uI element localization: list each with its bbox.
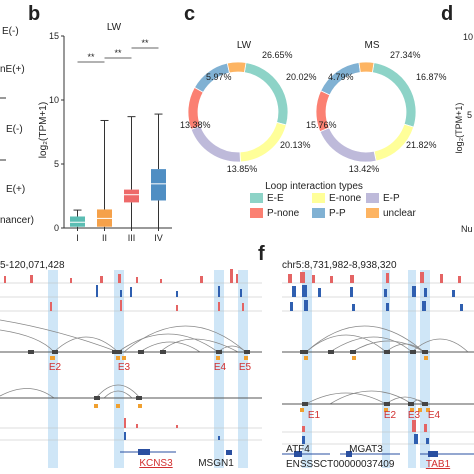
donut-MS: MS 27.34% 16.87% 21.82% 13.42% 15.76% 4.79% bbox=[306, 40, 447, 174]
box-IV bbox=[151, 113, 166, 229]
loop-label-e4: E4 bbox=[214, 362, 227, 373]
panel-d-letter: d bbox=[441, 3, 453, 25]
legend-label: P-P bbox=[329, 208, 346, 219]
donut-slice-E-E bbox=[243, 62, 289, 126]
gene-msgn1: MSGN1 bbox=[198, 458, 234, 469]
panel-a-label-4: E(+) bbox=[6, 184, 25, 195]
b-ytick-label: 5 bbox=[54, 159, 59, 169]
b-xtick-label: III bbox=[128, 233, 136, 243]
donut-title: MS bbox=[365, 40, 380, 51]
box-I bbox=[70, 209, 85, 229]
panel-f-coordinate: chr5:8,731,982-8,938,320 bbox=[282, 260, 397, 271]
b-xtick-label: IV bbox=[154, 233, 163, 243]
panel-b-title: LW bbox=[107, 22, 122, 33]
donut-title: LW bbox=[237, 40, 252, 51]
legend-swatch bbox=[250, 193, 263, 203]
panel-d-tick-5: 5 bbox=[467, 110, 472, 120]
legend-item-E-E: E-E bbox=[250, 193, 284, 204]
panel-a-label-1: E(-) bbox=[2, 26, 19, 37]
legend-item-P-none: P-none bbox=[250, 208, 300, 219]
gene-atf4: ATF4 bbox=[286, 444, 310, 455]
panel-c-letter: c bbox=[184, 3, 195, 25]
donut-slice-label: 13.38% bbox=[180, 120, 211, 130]
panel-f-letter: f bbox=[258, 243, 265, 265]
donut-slice-E-E bbox=[371, 62, 417, 128]
donut-slice-label: 16.87% bbox=[416, 72, 447, 82]
donut-slice-label: 15.76% bbox=[306, 120, 337, 130]
donut-slice-label: 27.34% bbox=[390, 50, 421, 60]
gene-mgat3: MGAT3 bbox=[349, 444, 383, 455]
b-xtick-label: II bbox=[102, 233, 107, 243]
legend-item-P-P: P-P bbox=[312, 208, 346, 219]
legend-label: unclear bbox=[383, 208, 416, 219]
panel-d-text: Nu bbox=[461, 224, 473, 234]
panel-e: 5-120,071,428 bbox=[0, 260, 262, 469]
donut-slice-label: 20.02% bbox=[286, 72, 317, 82]
b-ytick-label: 15 bbox=[49, 31, 59, 41]
sig-label: ** bbox=[114, 48, 122, 58]
legend-item-E-P: E-P bbox=[366, 193, 400, 204]
legend-label: E-E bbox=[267, 193, 284, 204]
box-body bbox=[124, 189, 139, 203]
b-ytick-label: 0 bbox=[54, 223, 59, 233]
legend-swatch bbox=[366, 193, 379, 203]
donut-slice-label: 13.85% bbox=[227, 164, 258, 174]
gene-kcns3: KCNS3 bbox=[139, 458, 173, 469]
legend-swatch bbox=[250, 208, 263, 218]
panel-c: c LW 26.65% 20.02% 20.13% 13.85% 13.38% 5.97% M… bbox=[180, 3, 447, 219]
sig-label: ** bbox=[141, 38, 149, 48]
loop-label-e2: E2 bbox=[49, 362, 62, 373]
gene-tab1: TAB1 bbox=[426, 459, 451, 470]
donut-slice-label: 26.65% bbox=[262, 50, 293, 60]
box-III bbox=[124, 116, 139, 229]
legend-title: Loop interaction types bbox=[265, 181, 363, 192]
donut-slice-E-P bbox=[319, 127, 377, 163]
sig-label: ** bbox=[87, 52, 95, 62]
panel-f: f chr5:8,731,982-8,938,320 bbox=[258, 243, 474, 470]
loop-label-e3: E3 bbox=[118, 362, 131, 373]
panel-a-label-5: nancer) bbox=[0, 215, 34, 226]
box-II bbox=[97, 119, 112, 229]
gene-ensssct: ENSSSCT00000037409 bbox=[286, 459, 395, 470]
loop-label-f-e4: E4 bbox=[428, 410, 441, 421]
box-body bbox=[151, 169, 166, 201]
legend-swatch bbox=[366, 208, 379, 218]
panel-d-ylabel: log₂(TPM+1) bbox=[454, 103, 464, 154]
donut-slice-label: 13.42% bbox=[349, 164, 380, 174]
legend-swatch bbox=[312, 208, 325, 218]
legend-label: E-none bbox=[329, 193, 362, 204]
loop-label-f-e1: E1 bbox=[308, 410, 321, 421]
donut-slice-label: 5.97% bbox=[206, 72, 232, 82]
panel-b-ylabel: log₂(TPM+1) bbox=[38, 102, 49, 158]
panel-d-tick-10: 10 bbox=[463, 32, 473, 42]
donut-slice-label: 21.82% bbox=[406, 140, 437, 150]
donut-LW: LW 26.65% 20.02% 20.13% 13.85% 13.38% 5.97% bbox=[180, 40, 317, 174]
panel-a-label-3: E(-) bbox=[6, 124, 23, 135]
panel-a-label-2: nE(+) bbox=[0, 64, 25, 75]
b-ytick-label: 10 bbox=[49, 95, 59, 105]
donut-slice-label: 20.13% bbox=[280, 140, 311, 150]
legend-item-E-none: E-none bbox=[312, 193, 362, 204]
donut-slice-label: 4.79% bbox=[328, 72, 354, 82]
panel-e-coordinate: 5-120,071,428 bbox=[0, 260, 65, 271]
panel-a-fragment: E(-) nE(+) E(-) E(+) nancer) bbox=[0, 26, 34, 226]
legend-label: P-none bbox=[267, 208, 300, 219]
box-body bbox=[70, 216, 85, 227]
loop-label-f-e2: E2 bbox=[384, 410, 397, 421]
legend-label: E-P bbox=[383, 193, 400, 204]
b-xtick-label: I bbox=[76, 233, 79, 243]
panel-d-fragment: d 10 5 log₂(TPM+1) Nu bbox=[441, 3, 473, 234]
loop-label-f-e3: E3 bbox=[408, 410, 421, 421]
donut-slice-unclear bbox=[358, 61, 375, 73]
panel-b-letter: b bbox=[28, 3, 40, 25]
legend-item-unclear: unclear bbox=[366, 208, 416, 219]
loop-label-e5: E5 bbox=[239, 362, 252, 373]
donut-slice-unclear bbox=[226, 61, 247, 74]
legend-swatch bbox=[312, 193, 325, 203]
donut-slice-E-P bbox=[190, 125, 241, 163]
